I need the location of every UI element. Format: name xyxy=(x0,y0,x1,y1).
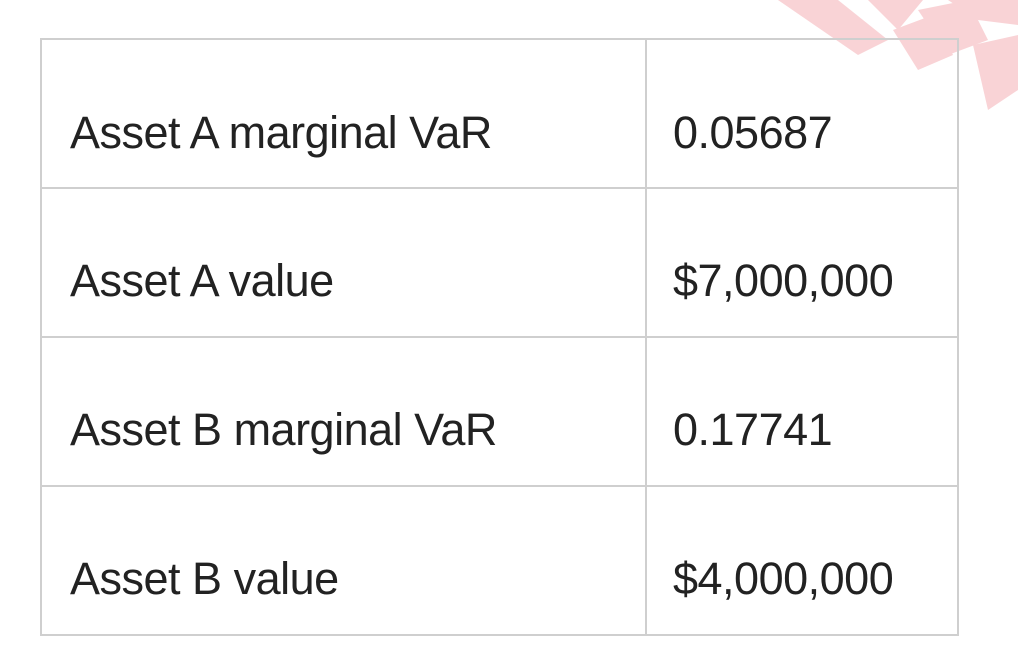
data-table: Asset A marginal VaR 0.05687 Asset A val… xyxy=(40,38,959,636)
row-value: $4,000,000 xyxy=(645,485,959,636)
row-value: $7,000,000 xyxy=(645,187,959,338)
row-label: Asset B marginal VaR xyxy=(40,336,647,487)
table-row: Asset B marginal VaR 0.17741 xyxy=(40,336,959,487)
table-row: Asset A value $7,000,000 xyxy=(40,187,959,338)
row-label: Asset A value xyxy=(40,187,647,338)
table-row: Asset B value $4,000,000 xyxy=(40,485,959,636)
row-value: 0.17741 xyxy=(645,336,959,487)
row-label: Asset B value xyxy=(40,485,647,636)
row-label: Asset A marginal VaR xyxy=(40,38,647,189)
row-value: 0.05687 xyxy=(645,38,959,189)
table-row: Asset A marginal VaR 0.05687 xyxy=(40,38,959,189)
